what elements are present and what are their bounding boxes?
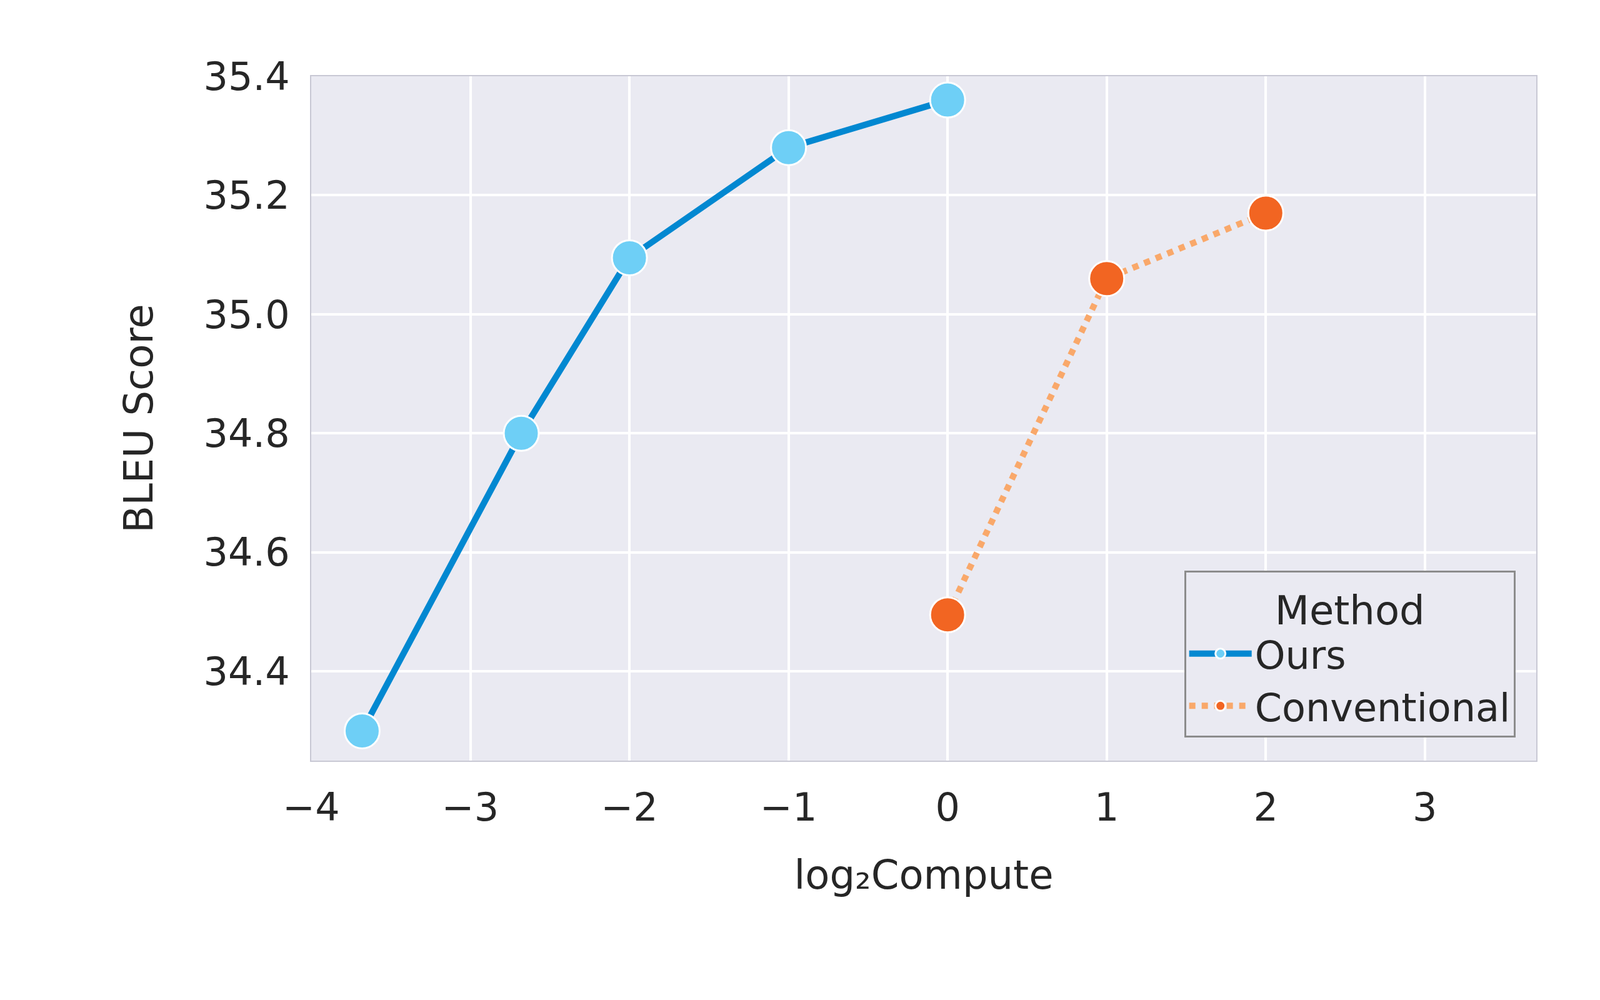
svg-text:−2: −2 [600, 784, 658, 830]
svg-text:−3: −3 [441, 784, 499, 830]
svg-text:34.4: 34.4 [203, 648, 290, 695]
svg-text:35.0: 35.0 [203, 291, 290, 338]
svg-text:34.8: 34.8 [203, 410, 290, 457]
svg-text:log₂Compute: log₂Compute [793, 851, 1054, 899]
svg-text:BLEU Score: BLEU Score [115, 303, 162, 533]
svg-text:−4: −4 [282, 784, 340, 830]
svg-text:0: 0 [935, 784, 960, 830]
svg-text:Method: Method [1275, 587, 1425, 634]
svg-text:Ours: Ours [1255, 632, 1347, 679]
svg-text:−1: −1 [760, 784, 817, 830]
svg-text:2: 2 [1253, 784, 1279, 830]
svg-text:35.2: 35.2 [203, 172, 290, 219]
svg-text:34.6: 34.6 [203, 529, 290, 575]
svg-text:Conventional: Conventional [1255, 685, 1511, 731]
svg-text:3: 3 [1412, 784, 1437, 830]
svg-text:35.4: 35.4 [203, 53, 290, 100]
svg-text:1: 1 [1094, 784, 1119, 830]
